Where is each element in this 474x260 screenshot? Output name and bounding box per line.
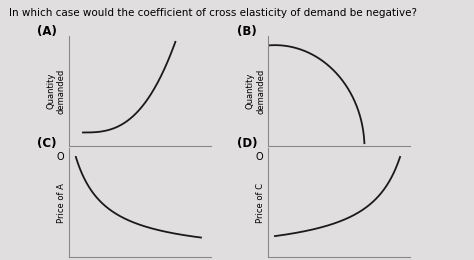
Text: O: O <box>255 152 263 161</box>
Y-axis label: Quantity
demanded: Quantity demanded <box>246 68 265 114</box>
Text: (D): (D) <box>237 137 257 150</box>
Text: O: O <box>56 152 64 161</box>
Text: (B): (B) <box>237 25 256 38</box>
Text: (C): (C) <box>37 137 57 150</box>
Y-axis label: Price of A: Price of A <box>57 183 66 223</box>
Y-axis label: Price of C: Price of C <box>256 183 265 223</box>
Y-axis label: Quantity
demanded: Quantity demanded <box>46 68 66 114</box>
X-axis label: Income: Income <box>123 150 156 159</box>
Text: In which case would the coefficient of cross elasticity of demand be negative?: In which case would the coefficient of c… <box>9 8 418 18</box>
X-axis label: Income: Income <box>322 150 356 159</box>
Text: (A): (A) <box>37 25 57 38</box>
